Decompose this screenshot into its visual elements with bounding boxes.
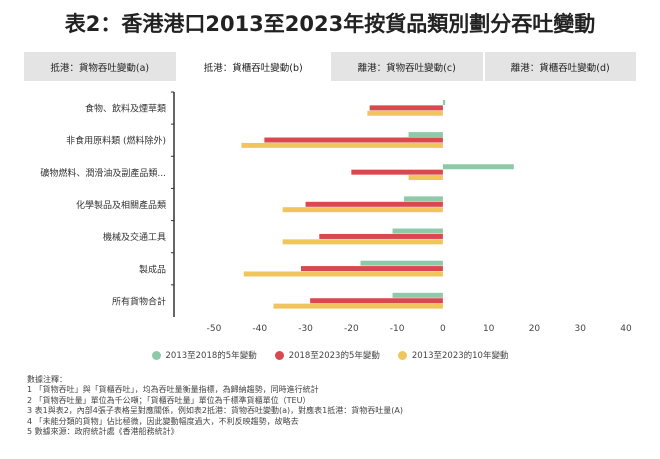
- legend-swatch: [274, 350, 284, 360]
- legend-item-series-1[interactable]: 2013至2018的5年變動: [151, 349, 257, 361]
- category-label: 機械及交通工具: [103, 231, 166, 243]
- tab-label: 抵港：貨物吞吐變動(a): [50, 62, 150, 74]
- x-tick-label: -30: [298, 324, 313, 334]
- category-label: 所有貨物合計: [112, 295, 166, 307]
- bar-2[interactable]: [264, 137, 443, 143]
- tab-divider: [482, 52, 485, 81]
- x-tick-label: -50: [207, 324, 222, 334]
- bar-3[interactable]: [408, 175, 443, 181]
- x-tick-label: 10: [483, 324, 495, 334]
- legend-label: 2018至2023的5年變動: [288, 351, 380, 361]
- category-label: 化學製品及相關產品類: [76, 199, 166, 211]
- legend-item-series-3[interactable]: 2013至2023的10年變動: [397, 349, 509, 361]
- tab-bar: 抵港：貨物吞吐變動(a) 抵港：貨櫃吞吐變動(b) 離港：貨物吞吐變動(c) 離…: [24, 52, 636, 81]
- note-line: 4 「未能分類的貨物」佔比極微，因此變動幅度過大，不利反映趨勢，故略去: [27, 416, 299, 426]
- category-label: 製成品: [139, 263, 166, 275]
- notes-heading: 數據注釋：: [27, 375, 67, 384]
- legend-label: 2013至2023的10年變動: [411, 351, 509, 361]
- bar-1[interactable]: [360, 260, 443, 266]
- bar-2[interactable]: [300, 266, 443, 272]
- tab-departure-container[interactable]: 離港：貨櫃吞吐變動(d): [484, 52, 636, 81]
- chart-title: 表2：香港港口2013至2023年按貨品類別劃分吞吐變動: [64, 12, 596, 36]
- x-tick-label: 30: [574, 324, 586, 334]
- bar-2[interactable]: [310, 298, 443, 304]
- bar-1[interactable]: [392, 228, 443, 234]
- x-tick-label: 40: [620, 324, 632, 334]
- bar-1[interactable]: [442, 164, 514, 170]
- tab-arrival-cargo[interactable]: 抵港：貨物吞吐變動(a): [24, 52, 176, 81]
- bar-1[interactable]: [408, 132, 443, 138]
- note-line: 1 「貨物吞吐」與「貨櫃吞吐」，均為吞吐量衡量指標，為歸納趨勢，同時進行統計: [27, 385, 319, 395]
- x-tick-label: -20: [344, 324, 359, 334]
- bar-2[interactable]: [305, 201, 443, 207]
- bar-2[interactable]: [369, 105, 443, 111]
- legend-swatch: [151, 350, 161, 360]
- note-line: 3 表1與表2，內部4張子表格呈對應關係，例如表2抵港：貨物吞吐變動(a)，對應…: [27, 406, 403, 416]
- legend-item-series-2[interactable]: 2018至2023的5年變動: [274, 349, 380, 361]
- tab-departure-cargo[interactable]: 離港：貨物吞吐變動(c): [331, 52, 483, 81]
- legend-swatch: [397, 350, 407, 360]
- tab-divider: [329, 52, 331, 81]
- bar-1[interactable]: [442, 99, 446, 105]
- legend-label: 2013至2018的5年變動: [165, 351, 257, 361]
- bar-3[interactable]: [273, 303, 443, 309]
- bar-2[interactable]: [351, 169, 443, 175]
- tab-divider: [175, 52, 178, 81]
- legend: 2013至2018的5年變動 2018至2023的5年變動 2013至2023的…: [0, 348, 660, 362]
- note-line: 5 數據來源：政府統計處《香港船務統計》: [27, 427, 179, 437]
- tab-arrival-container[interactable]: 抵港：貨櫃吞吐變動(b): [177, 52, 329, 81]
- category-label: 礦物燃料、潤滑油及副產品類...: [40, 167, 166, 179]
- tab-label: 離港：貨物吞吐變動(c): [357, 62, 456, 74]
- category-label: 食物、飲料及煙草類: [85, 103, 166, 115]
- bar-2[interactable]: [319, 233, 443, 239]
- x-tick-label: 0: [440, 324, 446, 334]
- bar-3[interactable]: [241, 142, 443, 148]
- tab-label: 離港：貨櫃吞吐變動(d): [510, 62, 610, 74]
- x-tick-label: -40: [252, 324, 267, 334]
- bar-3[interactable]: [243, 271, 443, 277]
- x-tick-label: 20: [529, 324, 541, 334]
- tab-label: 抵港：貨櫃吞吐變動(b): [203, 62, 303, 74]
- bar-1[interactable]: [403, 196, 443, 202]
- data-notes: 數據注釋： 1 「貨物吞吐」與「貨櫃吞吐」，均為吞吐量衡量指標，為歸納趨勢，同時…: [27, 375, 637, 437]
- category-label: 非食用原料類 (燃料除外): [66, 135, 166, 147]
- bar-3[interactable]: [282, 239, 443, 245]
- bar-3[interactable]: [282, 207, 443, 213]
- note-line: 2 「貨物吞吐量」單位為千公噸；「貨櫃吞吐量」單位為千標準貨櫃單位（TEU）: [27, 395, 311, 405]
- x-tick-label: -10: [390, 324, 405, 334]
- bar-3[interactable]: [367, 110, 443, 116]
- bar-1[interactable]: [392, 292, 443, 298]
